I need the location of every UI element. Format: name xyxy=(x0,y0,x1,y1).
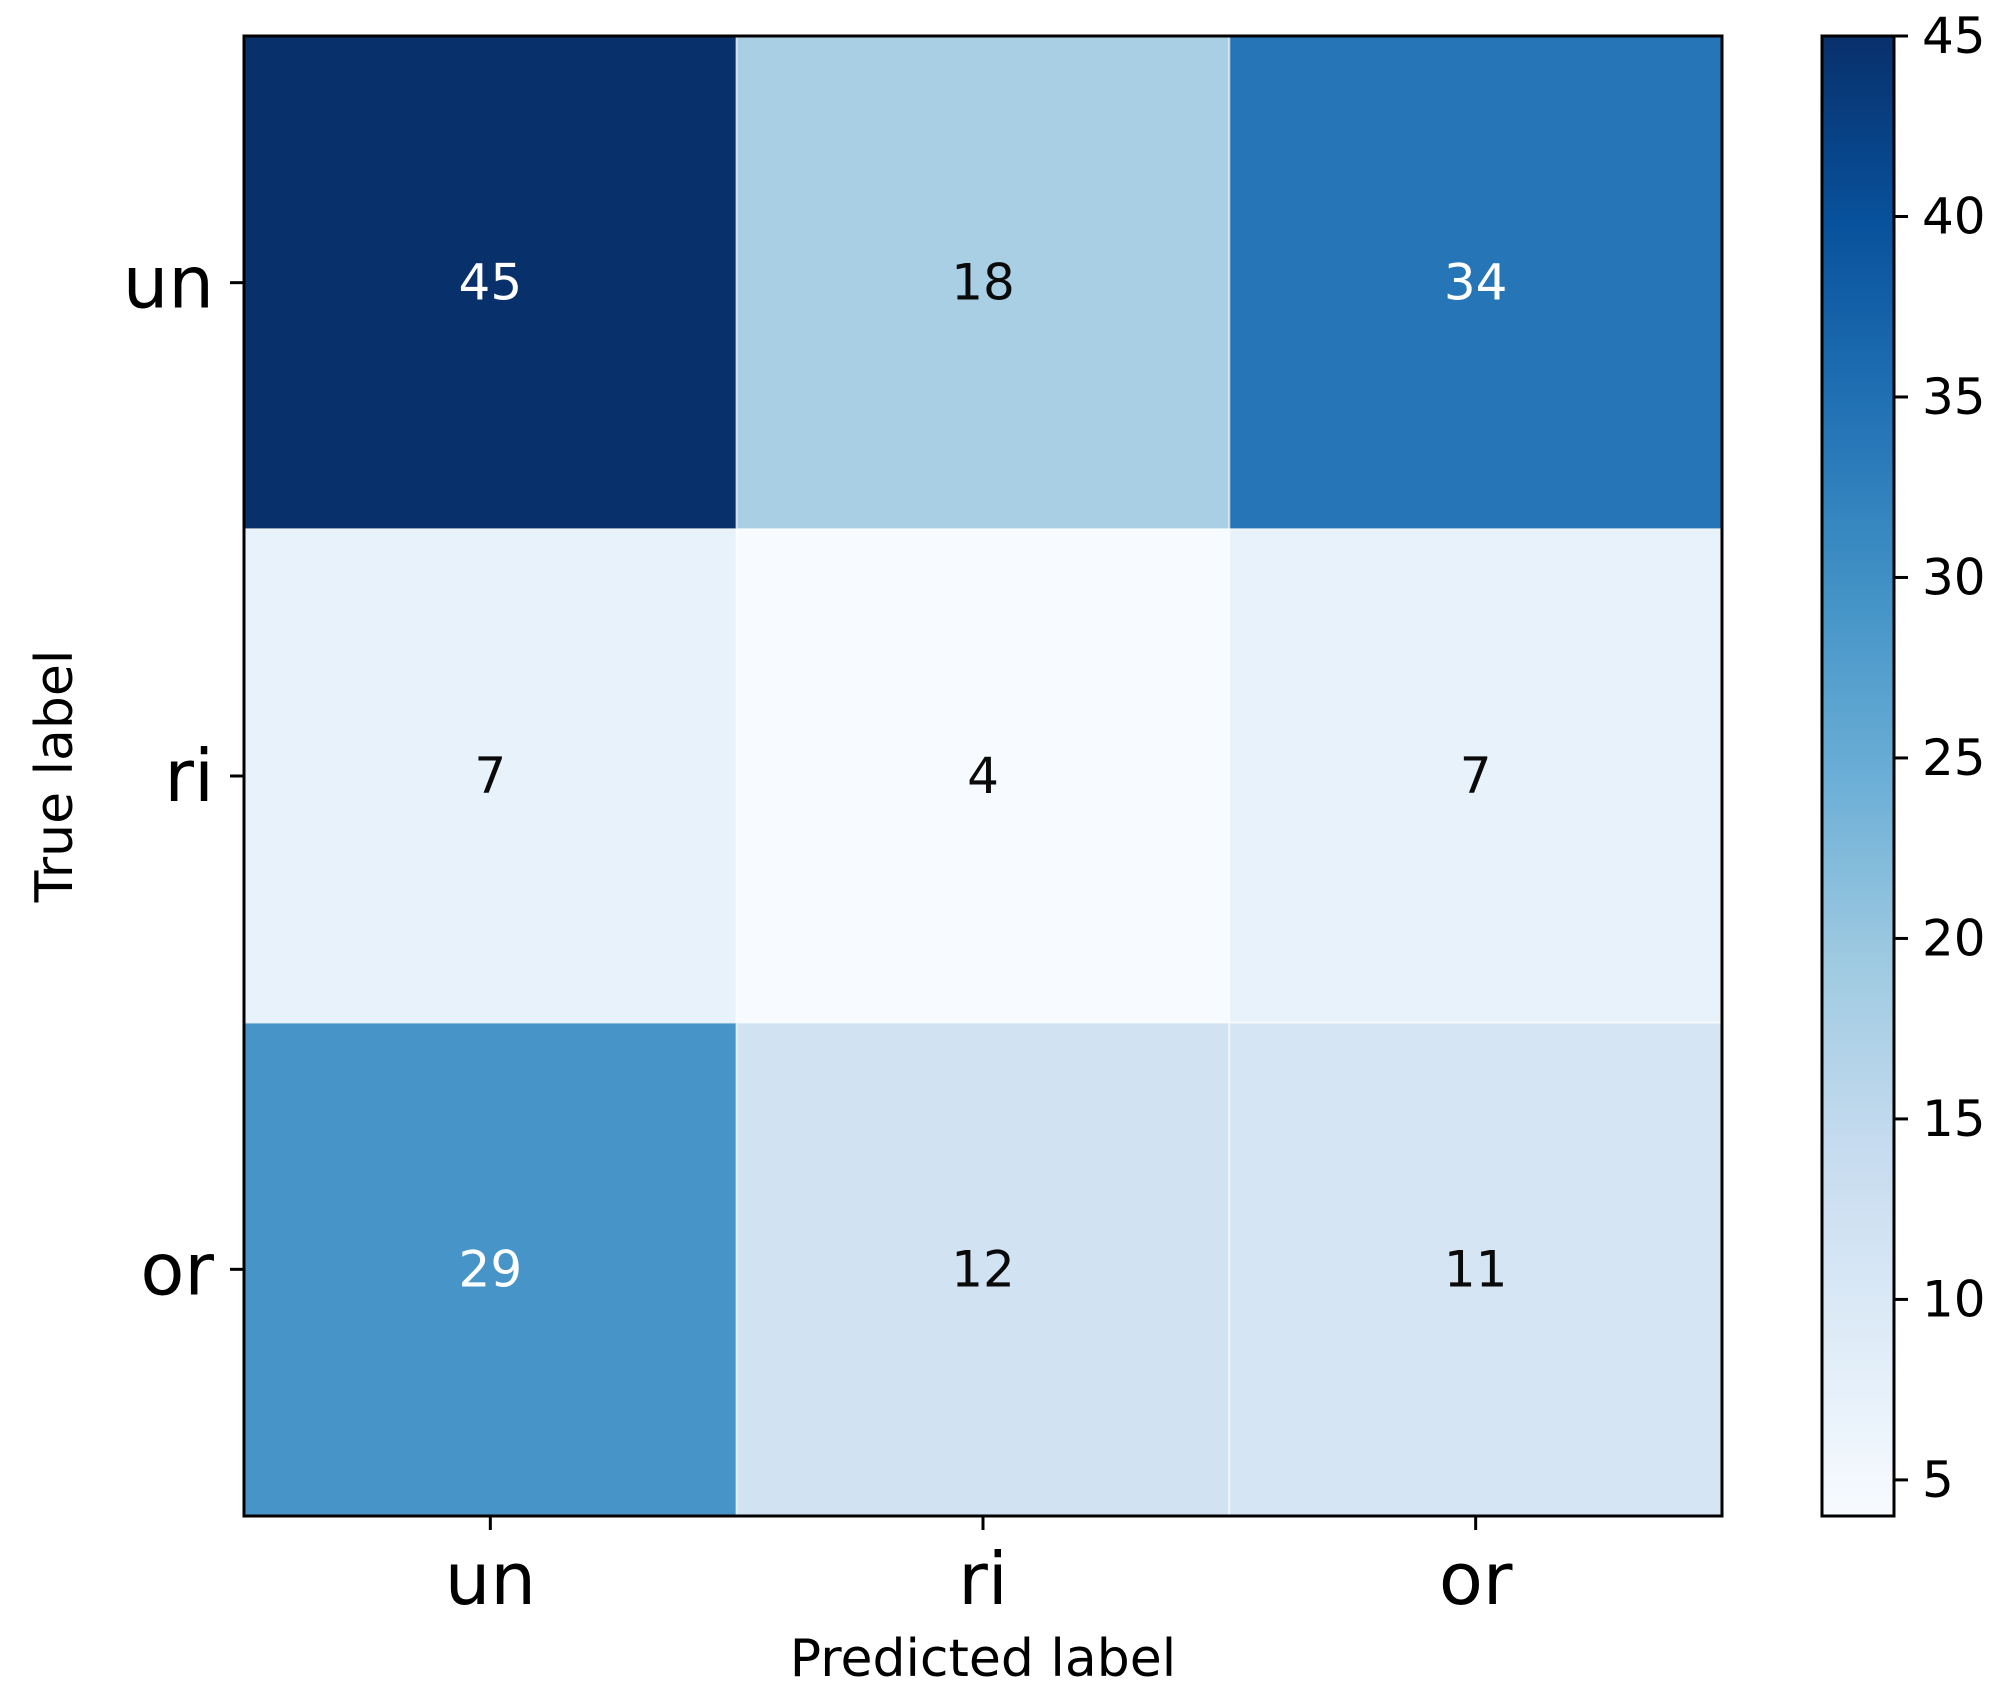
heatmap-cell-ri-ri xyxy=(735,528,1231,1024)
colorbar xyxy=(1820,34,1896,1518)
x-tick-label: un xyxy=(445,1537,536,1621)
cell-value-label: 12 xyxy=(951,1240,1015,1298)
heatmap-cell-ri-or xyxy=(1228,528,1724,1024)
cell-value-label: 4 xyxy=(967,747,999,805)
colorbar-tick-label: 45 xyxy=(1922,7,1986,65)
colorbar-tick-label: 35 xyxy=(1922,368,1986,426)
colorbar-tick-label: 10 xyxy=(1922,1270,1986,1328)
heatmap-cell-un-un xyxy=(243,35,738,531)
y-tick-label: un xyxy=(123,241,214,325)
y-tick-label: ri xyxy=(164,734,214,818)
cell-value-label: 7 xyxy=(1460,747,1492,805)
y-axis-label: True label xyxy=(25,650,85,904)
cell-value-label: 7 xyxy=(474,747,506,805)
colorbar-tick-label: 20 xyxy=(1922,909,1986,967)
colorbar-tick-label: 25 xyxy=(1922,729,1986,787)
x-tick-label: or xyxy=(1439,1537,1513,1621)
colorbar-tick-label: 5 xyxy=(1922,1451,1954,1509)
x-axis-ticks: un ri or xyxy=(445,1516,1513,1621)
colorbar-tick-label: 15 xyxy=(1922,1090,1986,1148)
cell-value-label: 18 xyxy=(951,254,1015,312)
heatmap-cell-or-un xyxy=(243,1021,738,1518)
y-tick-label: or xyxy=(140,1227,214,1311)
cell-value-label: 45 xyxy=(459,254,523,312)
cell-value-label: 11 xyxy=(1444,1240,1508,1298)
colorbar-tick-label: 30 xyxy=(1922,548,1986,606)
cell-value-label: 29 xyxy=(459,1240,523,1298)
colorbar-tick-label: 40 xyxy=(1922,187,1986,245)
heatmap-cells xyxy=(243,35,1724,1518)
x-tick-label: ri xyxy=(958,1537,1008,1621)
heatmap-cell-un-ri xyxy=(735,35,1231,531)
heatmap-cell-ri-un xyxy=(243,528,738,1024)
colorbar-ticks: 5 10 15 20 25 30 35 40 45 xyxy=(1894,7,1986,1509)
y-axis-ticks: un ri or xyxy=(123,241,244,1311)
heatmap-cell-labels: 45 18 34 7 4 7 29 12 11 xyxy=(459,254,1508,1299)
x-axis-label: Predicted label xyxy=(790,1629,1176,1689)
cell-value-label: 34 xyxy=(1444,254,1508,312)
heatmap-cell-or-ri xyxy=(735,1021,1231,1518)
